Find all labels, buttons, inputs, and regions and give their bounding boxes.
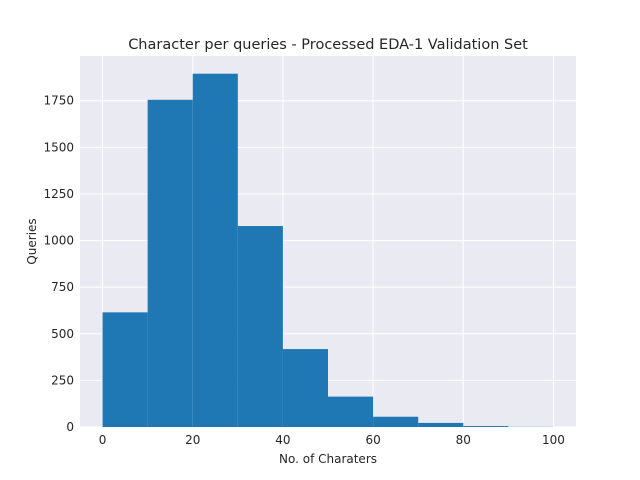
y-tick-label: 1500 (43, 140, 74, 154)
x-tick-label: 40 (275, 433, 290, 447)
histogram-bar (147, 99, 193, 427)
x-tick-label: 100 (542, 433, 565, 447)
x-tick-label: 20 (185, 433, 200, 447)
y-tick-label: 750 (51, 280, 74, 294)
histogram-bar (102, 312, 148, 427)
chart-title: Character per queries - Processed EDA-1 … (128, 37, 528, 53)
y-axis-title: Queries (25, 218, 39, 264)
y-tick-label: 250 (51, 373, 74, 387)
x-tick-label: 80 (456, 433, 471, 447)
x-tick-labels: 0 20 40 60 80 100 (99, 433, 565, 447)
histogram-bar (463, 426, 509, 427)
x-axis-title: No. of Charaters (279, 452, 377, 466)
histogram-bar (328, 396, 374, 427)
histogram-bar (418, 422, 464, 427)
y-tick-label: 1750 (43, 94, 74, 108)
y-tick-labels: 0 250 500 750 1000 1250 1500 1750 (43, 94, 74, 434)
y-tick-label: 500 (51, 327, 74, 341)
histogram-bar (192, 73, 238, 427)
x-tick-label: 60 (365, 433, 380, 447)
y-tick-label: 1250 (43, 187, 74, 201)
histogram-bar (282, 349, 328, 427)
histogram-bar (373, 416, 419, 427)
y-tick-label: 1000 (43, 234, 74, 248)
x-tick-label: 0 (99, 433, 107, 447)
y-tick-label: 0 (66, 420, 74, 434)
histogram-bar (237, 226, 283, 427)
bars (102, 73, 554, 427)
